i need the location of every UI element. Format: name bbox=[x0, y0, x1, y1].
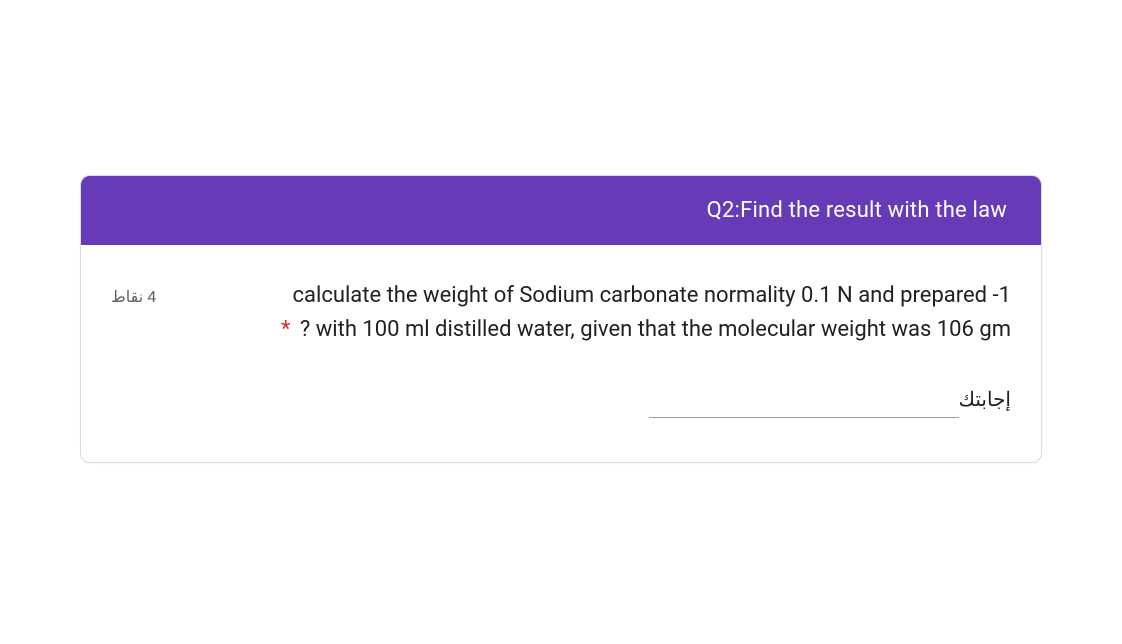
answer-area: إجابتك bbox=[111, 387, 1011, 418]
question-row: 4 نقاط calculate the weight of Sodium ca… bbox=[111, 279, 1011, 347]
question-line-2: ? with 100 ml distilled water, given tha… bbox=[294, 317, 1011, 342]
page-container: Q2:Find the result with the law 4 نقاط c… bbox=[0, 175, 1122, 463]
question-line-1: calculate the weight of Sodium carbonate… bbox=[292, 283, 1011, 308]
question-card: Q2:Find the result with the law 4 نقاط c… bbox=[80, 175, 1042, 463]
card-body: 4 نقاط calculate the weight of Sodium ca… bbox=[81, 245, 1041, 462]
answer-label: إجابتك bbox=[959, 387, 1011, 411]
answer-input[interactable] bbox=[649, 387, 959, 418]
section-header: Q2:Find the result with the law bbox=[81, 176, 1041, 245]
points-label: 4 نقاط bbox=[111, 287, 156, 306]
required-asterisk: * bbox=[281, 317, 290, 342]
question-text: calculate the weight of Sodium carbonate… bbox=[194, 279, 1011, 347]
